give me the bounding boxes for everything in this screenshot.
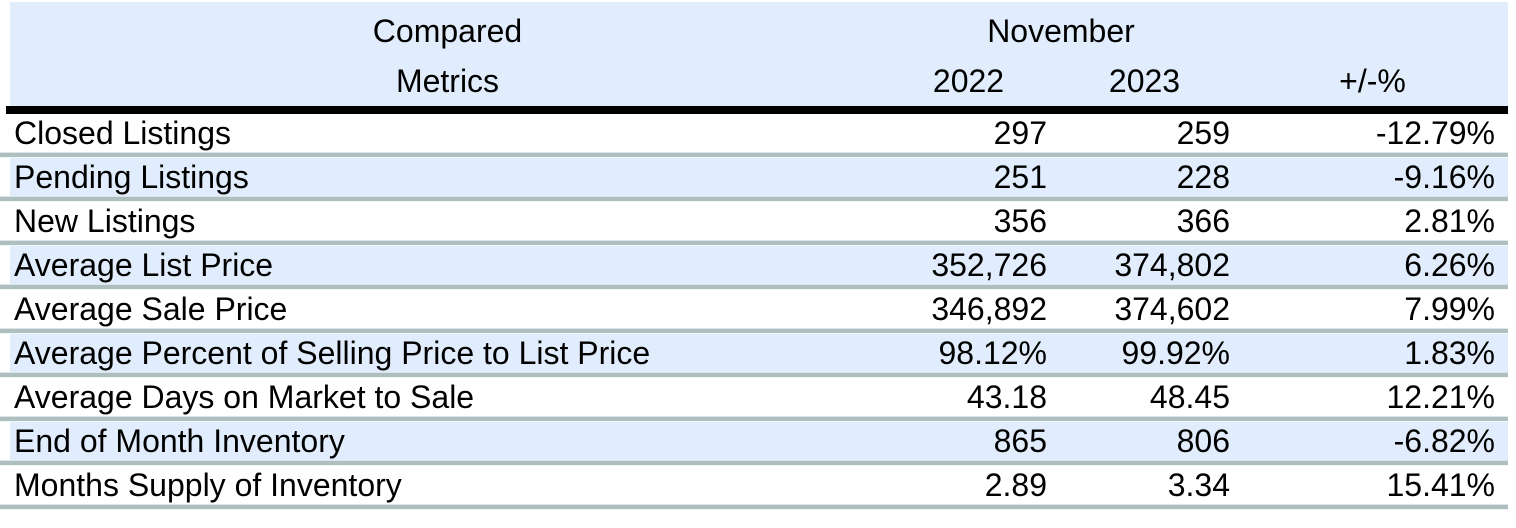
header-col-2022: 2022 (932, 63, 1005, 99)
value-2022-cell: 346,892 (931, 291, 1047, 327)
header-col-metrics: Metrics (395, 63, 500, 99)
value-2022-cell: 297 (993, 115, 1047, 151)
table-body: Closed Listings 297 259 -12.79% Pending … (0, 114, 1516, 510)
row-separator (0, 328, 1508, 334)
value-2023-cell: 366 (1176, 203, 1230, 239)
header-col-change-pct: +/-% (1339, 63, 1406, 99)
header-group-compared: Compared (372, 13, 523, 49)
table-header: Compared November Metrics 2022 2023 +/-% (0, 2, 1516, 106)
value-2022-cell: 356 (993, 203, 1047, 239)
metric-name-cell: End of Month Inventory (14, 423, 345, 459)
metric-name-cell: Average Sale Price (14, 291, 288, 327)
table-row-average-list-price: Average List Price 352,726 374,802 6.26% (0, 246, 1516, 284)
table-row-closed-listings: Closed Listings 297 259 -12.79% (0, 114, 1516, 152)
value-2023-cell: 374,802 (1114, 247, 1230, 283)
metric-name-cell: Average Days on Market to Sale (14, 379, 475, 415)
table-row-new-listings: New Listings 356 366 2.81% (0, 202, 1516, 240)
value-2022-cell: 251 (993, 159, 1047, 195)
change-pct-cell: 7.99% (1404, 291, 1495, 327)
change-pct-cell: 12.21% (1386, 379, 1495, 415)
value-2022-cell: 2.89 (984, 467, 1047, 503)
metric-name-cell: Pending Listings (14, 159, 249, 195)
row-separator (0, 196, 1508, 202)
change-pct-cell: 15.41% (1386, 467, 1495, 503)
value-2023-cell: 99.92% (1121, 335, 1230, 371)
header-group-november: November (987, 13, 1135, 49)
value-2023-cell: 806 (1176, 423, 1230, 459)
value-2023-cell: 374,602 (1114, 291, 1230, 327)
row-separator (0, 372, 1508, 378)
row-separator (0, 152, 1508, 158)
metric-name-cell: Months Supply of Inventory (14, 467, 402, 503)
row-separator (0, 284, 1508, 290)
value-2022-cell: 352,726 (931, 247, 1047, 283)
metric-name-cell: Average List Price (14, 247, 274, 283)
value-2022-cell: 865 (993, 423, 1047, 459)
value-2023-cell: 259 (1176, 115, 1230, 151)
change-pct-cell: 1.83% (1404, 335, 1495, 371)
row-separator (0, 460, 1508, 466)
change-pct-cell: 6.26% (1404, 247, 1495, 283)
change-pct-cell: 2.81% (1404, 203, 1495, 239)
header-col-2023: 2023 (1108, 63, 1181, 99)
row-separator (0, 416, 1508, 422)
row-separator (0, 240, 1508, 246)
table-row-average-sale-price: Average Sale Price 346,892 374,602 7.99% (0, 290, 1516, 328)
table-row-average-days-on-market: Average Days on Market to Sale 43.18 48.… (0, 378, 1516, 416)
change-pct-cell: -9.16% (1393, 159, 1495, 195)
value-2023-cell: 228 (1176, 159, 1230, 195)
metric-name-cell: Average Percent of Selling Price to List… (14, 335, 651, 371)
value-2022-cell: 43.18 (966, 379, 1047, 415)
row-separator (0, 504, 1508, 510)
table-row-average-percent-selling-to-list: Average Percent of Selling Price to List… (0, 334, 1516, 372)
metric-name-cell: Closed Listings (14, 115, 231, 151)
value-2023-cell: 3.34 (1167, 467, 1230, 503)
table-row-pending-listings: Pending Listings 251 228 -9.16% (0, 158, 1516, 196)
value-2022-cell: 98.12% (938, 335, 1047, 371)
table-row-months-supply-of-inventory: Months Supply of Inventory 2.89 3.34 15.… (0, 466, 1516, 504)
header-divider-rule (6, 106, 1508, 114)
value-2023-cell: 48.45 (1149, 379, 1230, 415)
change-pct-cell: -6.82% (1393, 423, 1495, 459)
table-row-end-of-month-inventory: End of Month Inventory 865 806 -6.82% (0, 422, 1516, 460)
metric-name-cell: New Listings (14, 203, 196, 239)
change-pct-cell: -12.79% (1375, 115, 1495, 151)
